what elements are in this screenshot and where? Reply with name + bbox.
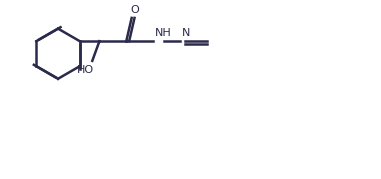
Text: N: N [182, 28, 190, 38]
Text: HO: HO [77, 65, 94, 75]
Text: O: O [130, 5, 139, 15]
Text: NH: NH [155, 28, 172, 38]
